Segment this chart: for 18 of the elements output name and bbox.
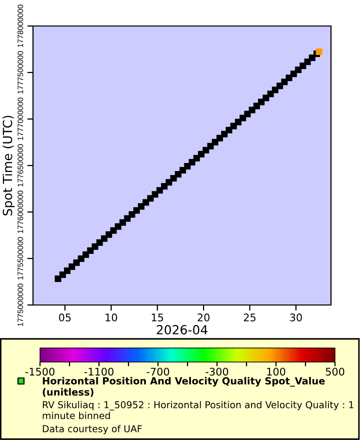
x-tick-label: 25 bbox=[244, 314, 256, 322]
color-bar-label: 100 bbox=[267, 368, 286, 376]
text: RV Sikuliaq : 1_50952 : Horizontal Position and Velocity Quality : 1 minute binned bbox=[42, 401, 354, 420]
y-axis-title: Spot Time (UTC) bbox=[2, 116, 15, 216]
color-bar-label: -300 bbox=[206, 368, 228, 376]
x-axis-title: 2026-04 bbox=[156, 325, 208, 334]
x-tick-label: 05 bbox=[59, 314, 71, 322]
point bbox=[316, 48, 322, 55]
x-tick-label: 20 bbox=[198, 314, 210, 322]
color-bar-label: 500 bbox=[326, 368, 344, 376]
x-tick-label: 30 bbox=[290, 314, 302, 322]
x-tick-label: 15 bbox=[152, 314, 164, 322]
x-tick-label: 10 bbox=[106, 314, 118, 322]
color-bar-title: Horizontal Position And Velocity Quality Spot_Value (unitless) bbox=[42, 377, 325, 397]
text: Data courtesy of UAF bbox=[42, 425, 142, 434]
color-bar-label: -700 bbox=[146, 368, 170, 376]
color-bar-label: -1500 bbox=[25, 368, 54, 376]
color-bar-label: -1100 bbox=[84, 368, 114, 376]
